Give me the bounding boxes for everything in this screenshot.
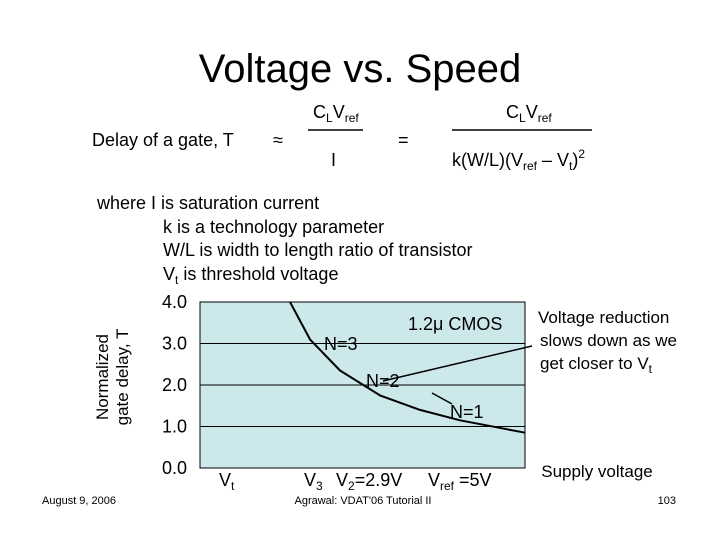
sub: ref bbox=[440, 479, 455, 493]
sub: t bbox=[175, 273, 179, 287]
part: V bbox=[219, 470, 231, 490]
x-marker: V2=2.9V bbox=[336, 470, 402, 493]
chart: 0.0 1.0 2.0 3.0 4.0 bbox=[162, 292, 526, 478]
curve-label: N=3 bbox=[324, 334, 358, 354]
note: get closer to Vt bbox=[540, 354, 653, 376]
x-marker: Vt bbox=[219, 470, 235, 493]
x-marker: V3 bbox=[304, 470, 323, 493]
footer-date: August 9, 2006 bbox=[42, 495, 116, 507]
formula-lhs: Delay of a gate, T bbox=[92, 130, 234, 150]
sub: L bbox=[519, 111, 526, 125]
part: C bbox=[506, 102, 519, 122]
part: get closer to V bbox=[540, 354, 649, 373]
part: V bbox=[428, 470, 440, 490]
part: =2.9V bbox=[355, 470, 403, 490]
pointer-line bbox=[431, 392, 453, 405]
approx-sign: ≈ bbox=[273, 130, 283, 150]
sub: t bbox=[231, 479, 235, 493]
y-tick-label: 1.0 bbox=[162, 417, 187, 437]
numerator: CLVref bbox=[313, 102, 359, 125]
part: – V bbox=[537, 150, 569, 170]
part: ) bbox=[572, 150, 578, 170]
equals-sign: = bbox=[398, 130, 409, 150]
y-tick-label: 0.0 bbox=[162, 458, 187, 478]
part: V bbox=[526, 102, 538, 122]
numerator: CLVref bbox=[506, 102, 552, 125]
where-line: where I is saturation current bbox=[96, 193, 319, 213]
part: V bbox=[336, 470, 348, 490]
part: =5V bbox=[454, 470, 492, 490]
sub: ref bbox=[345, 111, 360, 125]
where-line: k is a technology parameter bbox=[163, 217, 384, 237]
denominator: k(W/L)(Vref – Vt)2 bbox=[452, 147, 585, 173]
note: slows down as we bbox=[540, 331, 677, 350]
where-line: W/L is width to length ratio of transist… bbox=[163, 240, 472, 260]
footer-source: Agrawal: VDAT'06 Tutorial II bbox=[294, 495, 431, 507]
slide-title: Voltage vs. Speed bbox=[199, 47, 521, 91]
y-tick-label: 2.0 bbox=[162, 375, 187, 395]
sup: 2 bbox=[578, 147, 585, 161]
part: V bbox=[333, 102, 345, 122]
curve bbox=[289, 301, 526, 434]
curve-label: N=2 bbox=[366, 371, 400, 391]
y-tick-label: 4.0 bbox=[162, 292, 187, 312]
sub: 3 bbox=[316, 479, 323, 493]
x-axis-label: Supply voltage bbox=[541, 462, 653, 481]
note: Voltage reduction bbox=[538, 308, 669, 327]
where-line: Vt is threshold voltage bbox=[163, 264, 338, 287]
sub: 2 bbox=[348, 479, 355, 493]
y-tick-label: 3.0 bbox=[162, 334, 187, 354]
part: V bbox=[304, 470, 316, 490]
part: V bbox=[163, 264, 175, 284]
y-axis-label: Normalized bbox=[93, 334, 112, 420]
part: C bbox=[313, 102, 326, 122]
sub: L bbox=[326, 111, 333, 125]
curve-label: N=1 bbox=[450, 402, 484, 422]
sub: ref bbox=[538, 111, 553, 125]
part: is threshold voltage bbox=[178, 264, 338, 284]
series-label: 1.2μ CMOS bbox=[408, 314, 502, 334]
pointer-line bbox=[382, 345, 533, 382]
sub: t bbox=[569, 159, 573, 173]
sub: ref bbox=[523, 159, 538, 173]
sub: t bbox=[649, 362, 653, 376]
denominator: I bbox=[331, 150, 336, 170]
part: k(W/L)(V bbox=[452, 150, 523, 170]
y-axis-label: gate delay, T bbox=[113, 329, 132, 426]
page-number: 103 bbox=[658, 495, 676, 507]
x-marker: Vref =5V bbox=[428, 470, 492, 493]
